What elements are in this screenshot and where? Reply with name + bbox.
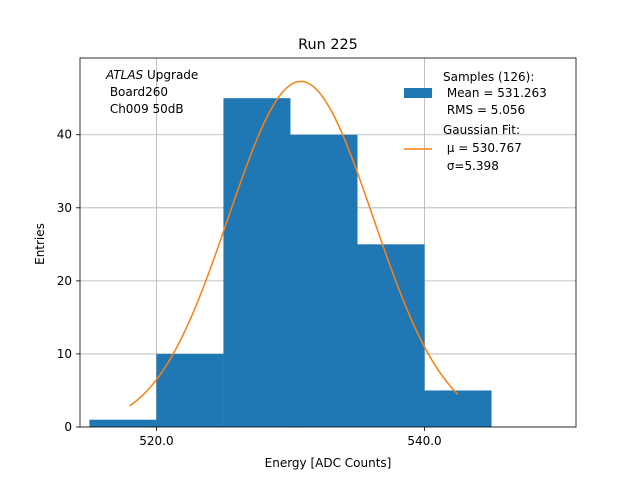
legend-samples-rms: RMS = 5.056 [443,103,525,117]
x-tick-label: 540.0 [407,434,441,448]
x-tick-label: 520.0 [139,434,173,448]
histogram-bar [223,98,291,428]
plot-frame [79,57,577,428]
y-tick-label: 30 [57,201,72,215]
svg-text:ATLAS Upgrade: ATLAS Upgrade [105,68,198,82]
y-axis-label: Entries [33,223,47,265]
histogram-bar [424,390,492,427]
board-label: Board260 [106,85,168,99]
legend-samples-swatch [404,88,432,98]
chart-title: Run 225 [298,37,358,53]
x-axis-label: Energy [ADC Counts] [265,456,392,470]
atlas-label: ATLAS [105,68,144,82]
x-axis-ticks: 520.0 540.0 [139,427,442,448]
legend-samples-title: Samples (126): [443,70,534,84]
gaussian-fit-curve [129,80,459,407]
legend-samples-mean: Mean = 531.263 [443,86,547,100]
channel-label: Ch009 50dB [106,102,184,116]
legend-fit-mu: μ = 530.767 [443,141,522,155]
y-tick-label: 10 [57,347,72,361]
histogram-bar [290,134,358,427]
legend-fit-title: Gaussian Fit: [443,123,520,137]
histogram-bar [89,419,157,427]
y-tick-label: 0 [64,420,72,434]
atlas-annotation: ATLAS Upgrade Board260 Ch009 50dB [105,68,198,116]
legend: Samples (126): Mean = 531.263 RMS = 5.05… [404,70,547,173]
legend-fit-sigma: σ=5.398 [443,159,499,173]
histogram-bar [156,353,224,427]
y-axis-ticks: 0 10 20 30 40 [57,128,80,434]
histogram-bar [357,244,425,427]
upgrade-label: Upgrade [143,68,198,82]
histogram-bars [89,98,492,428]
y-tick-label: 20 [57,274,72,288]
y-tick-label: 40 [57,128,72,142]
